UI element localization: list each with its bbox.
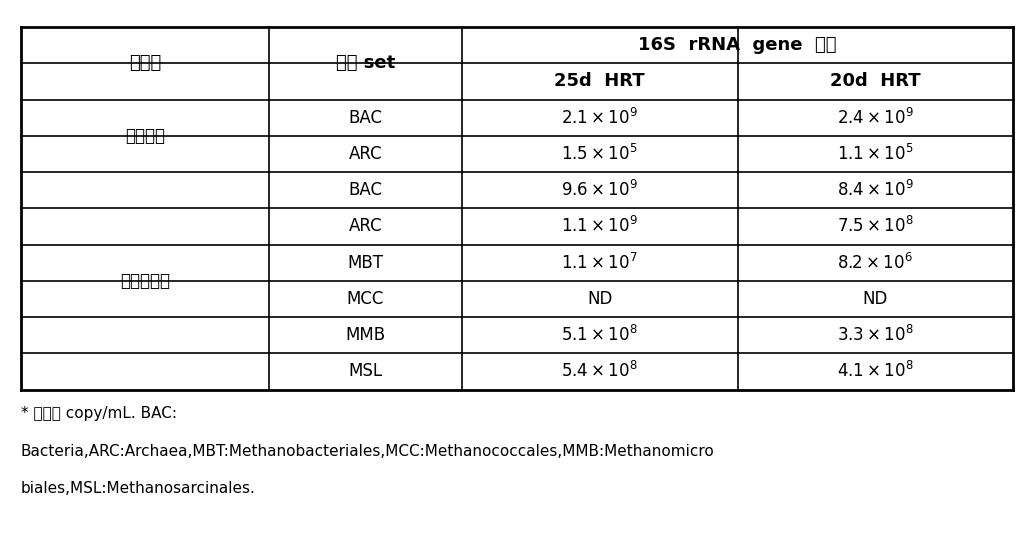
Text: 16S  rRNA  gene  농도: 16S rRNA gene 농도: [638, 36, 837, 54]
Text: $5.1\times10^{8}$: $5.1\times10^{8}$: [561, 325, 638, 345]
Text: $8.2\times10^{6}$: $8.2\times10^{6}$: [838, 253, 913, 273]
Text: Bacteria,ARC:Archaea,MBT:Methanobacteriales,MCC:Methanococcales,MMB:Methanomicro: Bacteria,ARC:Archaea,MBT:Methanobacteria…: [21, 444, 714, 459]
Text: MSL: MSL: [348, 362, 383, 380]
Text: $1.1\times10^{5}$: $1.1\times10^{5}$: [838, 144, 914, 164]
Text: 메탄생성조: 메탄생성조: [120, 272, 170, 290]
Text: BAC: BAC: [348, 181, 383, 199]
Text: MBT: MBT: [347, 254, 384, 272]
Text: MMB: MMB: [345, 326, 386, 344]
Text: $9.6\times10^{9}$: $9.6\times10^{9}$: [561, 180, 638, 200]
Text: 반응조: 반응조: [128, 54, 161, 72]
Text: $1.1\times10^{7}$: $1.1\times10^{7}$: [561, 253, 638, 273]
Text: $2.1\times10^{9}$: $2.1\times10^{9}$: [561, 108, 638, 128]
Text: $1.1\times10^{9}$: $1.1\times10^{9}$: [561, 216, 638, 236]
Text: ARC: ARC: [348, 217, 383, 235]
Text: $1.5\times10^{5}$: $1.5\times10^{5}$: [561, 144, 638, 164]
Text: $5.4\times10^{8}$: $5.4\times10^{8}$: [561, 361, 638, 381]
Text: 20d  HRT: 20d HRT: [830, 72, 920, 90]
Text: 산생성조: 산생성조: [125, 127, 164, 145]
Text: $4.1\times10^{8}$: $4.1\times10^{8}$: [838, 361, 914, 381]
Text: biales,MSL:Methanosarcinales.: biales,MSL:Methanosarcinales.: [21, 481, 255, 497]
Text: $3.3\times10^{8}$: $3.3\times10^{8}$: [838, 325, 914, 345]
Text: MCC: MCC: [346, 290, 384, 308]
Text: BAC: BAC: [348, 109, 383, 127]
Text: $8.4\times10^{9}$: $8.4\times10^{9}$: [838, 180, 914, 200]
Text: ND: ND: [862, 290, 888, 308]
Text: $7.5\times10^{8}$: $7.5\times10^{8}$: [838, 216, 914, 236]
Text: $2.4\times10^{9}$: $2.4\times10^{9}$: [838, 108, 914, 128]
Text: 적용 set: 적용 set: [336, 54, 395, 72]
Text: 25d  HRT: 25d HRT: [554, 72, 645, 90]
Text: * 단위는 copy/mL. BAC:: * 단위는 copy/mL. BAC:: [21, 406, 177, 421]
Text: ARC: ARC: [348, 145, 383, 163]
Text: ND: ND: [587, 290, 612, 308]
